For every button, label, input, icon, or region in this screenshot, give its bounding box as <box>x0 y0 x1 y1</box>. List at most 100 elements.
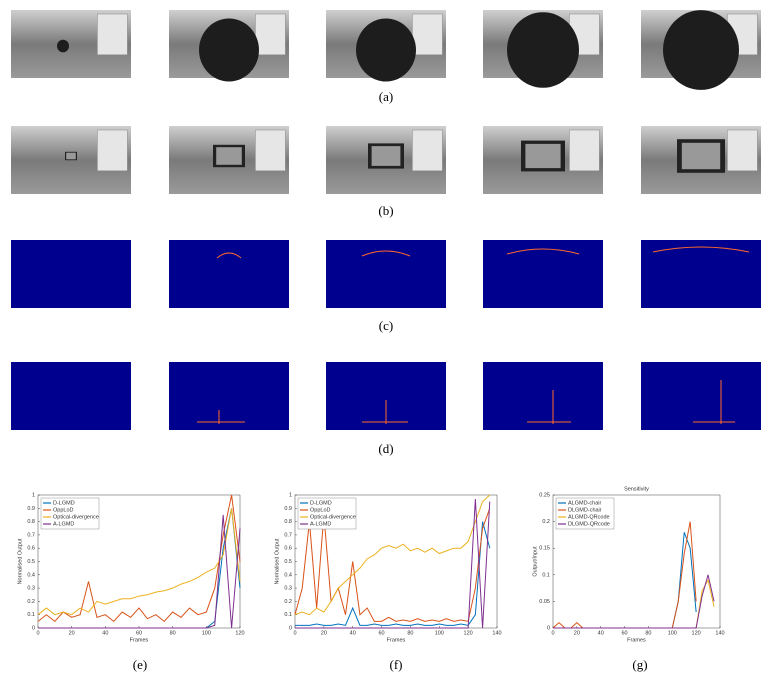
x-tick-label: 20 <box>321 630 327 636</box>
event-map <box>169 362 289 430</box>
y-tick-label: 0.8 <box>27 519 35 525</box>
y-axis-label: Normalised Output <box>274 538 280 584</box>
photo-checker <box>216 147 242 165</box>
y-tick-label: 0.1 <box>27 612 35 618</box>
y-tick-label: 0.25 <box>539 492 550 498</box>
legend-label: ALGMD-chair <box>568 500 601 506</box>
x-tick-label: 140 <box>715 630 724 636</box>
x-tick-label: 80 <box>407 630 413 636</box>
event-map <box>11 362 131 430</box>
x-tick-label: 0 <box>36 630 39 636</box>
photo-shelf <box>412 13 443 56</box>
x-tick-label: 100 <box>435 630 444 636</box>
y-tick-label: 1 <box>289 492 292 498</box>
event-trace <box>693 380 735 424</box>
event-map <box>11 240 131 308</box>
y-tick-label: 0 <box>547 625 550 631</box>
y-axis-label: Output/Input <box>532 546 538 577</box>
x-tick-label: 80 <box>170 630 176 636</box>
panel-label: (d) <box>378 441 393 456</box>
x-tick-label: 120 <box>464 630 473 636</box>
x-axis-label: Frames <box>130 637 149 643</box>
y-tick-label: 0 <box>289 625 292 631</box>
y-tick-label: 0.2 <box>284 599 292 605</box>
y-tick-label: 0.5 <box>284 559 292 565</box>
photo-chair <box>356 18 416 82</box>
photo-chair <box>199 18 259 82</box>
event-trace <box>362 400 408 424</box>
y-tick-label: 0 <box>32 625 35 631</box>
panel-label: (a) <box>379 89 393 104</box>
photo-checker <box>525 143 561 169</box>
x-tick-label: 0 <box>551 630 554 636</box>
y-tick-label: 0.9 <box>27 506 35 512</box>
series-line <box>294 494 491 616</box>
y-tick-label: 0.5 <box>27 559 35 565</box>
y-tick-label: 0.1 <box>284 612 292 618</box>
photo-shelf <box>97 13 128 56</box>
x-tick-label: 100 <box>202 630 211 636</box>
legend-label: DLGMD-chair <box>568 507 602 513</box>
y-tick-label: 1 <box>32 492 35 498</box>
x-tick-label: 40 <box>102 630 108 636</box>
event-trace <box>197 410 245 424</box>
x-tick-label: 100 <box>668 630 677 636</box>
image-grid <box>11 10 761 430</box>
series-line <box>38 514 241 629</box>
legend-label: DLGMD-QRcode <box>568 521 610 527</box>
y-tick-label: 0.3 <box>284 586 292 592</box>
event-trace <box>506 248 580 255</box>
x-tick-label: 80 <box>645 630 651 636</box>
event-trace <box>652 246 750 253</box>
photo-checker <box>66 152 76 160</box>
y-axis-label: Normalised Output <box>17 538 23 584</box>
legend-label: D-LGMD <box>310 500 332 506</box>
y-tick-label: 0.1 <box>542 572 550 578</box>
y-tick-label: 0.7 <box>27 532 35 538</box>
x-tick-label: 60 <box>622 630 628 636</box>
y-tick-label: 0.6 <box>27 546 35 552</box>
panel-label: (g) <box>632 657 647 672</box>
series-line <box>37 508 241 616</box>
panel-label: (b) <box>378 203 393 218</box>
y-tick-label: 0.05 <box>539 599 550 605</box>
event-map <box>483 362 603 430</box>
photo-shelf <box>255 13 286 56</box>
plot-area <box>552 494 721 629</box>
x-tick-label: 120 <box>235 630 244 636</box>
legend-label: OppLoD <box>310 507 331 513</box>
x-tick-label: 140 <box>492 630 501 636</box>
photo-shelf <box>255 129 286 172</box>
chart-title: Sensitivity <box>624 486 649 492</box>
event-map <box>326 240 446 308</box>
series-line <box>294 508 491 622</box>
y-tick-label: 0.3 <box>27 586 35 592</box>
y-tick-label: 0.8 <box>284 519 292 525</box>
x-tick-label: 120 <box>692 630 701 636</box>
legend-label: A-LGMD <box>53 521 74 527</box>
photo-shelf <box>97 129 128 172</box>
panel-label: (c) <box>379 318 393 333</box>
event-map <box>641 362 761 430</box>
photo-checker <box>681 142 721 170</box>
event-trace <box>361 250 411 257</box>
series-line <box>295 498 491 629</box>
y-tick-label: 0.4 <box>27 572 35 578</box>
y-tick-label: 0.6 <box>284 546 292 552</box>
series-line <box>37 494 241 623</box>
event-map <box>483 240 603 308</box>
panel-label: (e) <box>133 657 147 672</box>
legend-label: OppLoD <box>53 507 74 513</box>
x-tick-label: 20 <box>69 630 75 636</box>
x-tick-label: 20 <box>574 630 580 636</box>
panel-label: (f) <box>390 657 403 672</box>
event-map <box>169 240 289 308</box>
x-axis-label: Frames <box>627 637 646 643</box>
y-tick-label: 0.15 <box>539 546 550 552</box>
x-axis-label: Frames <box>387 637 406 643</box>
legend-label: D-LGMD <box>53 500 75 506</box>
photo-chair <box>507 12 579 88</box>
series-line <box>295 521 491 626</box>
